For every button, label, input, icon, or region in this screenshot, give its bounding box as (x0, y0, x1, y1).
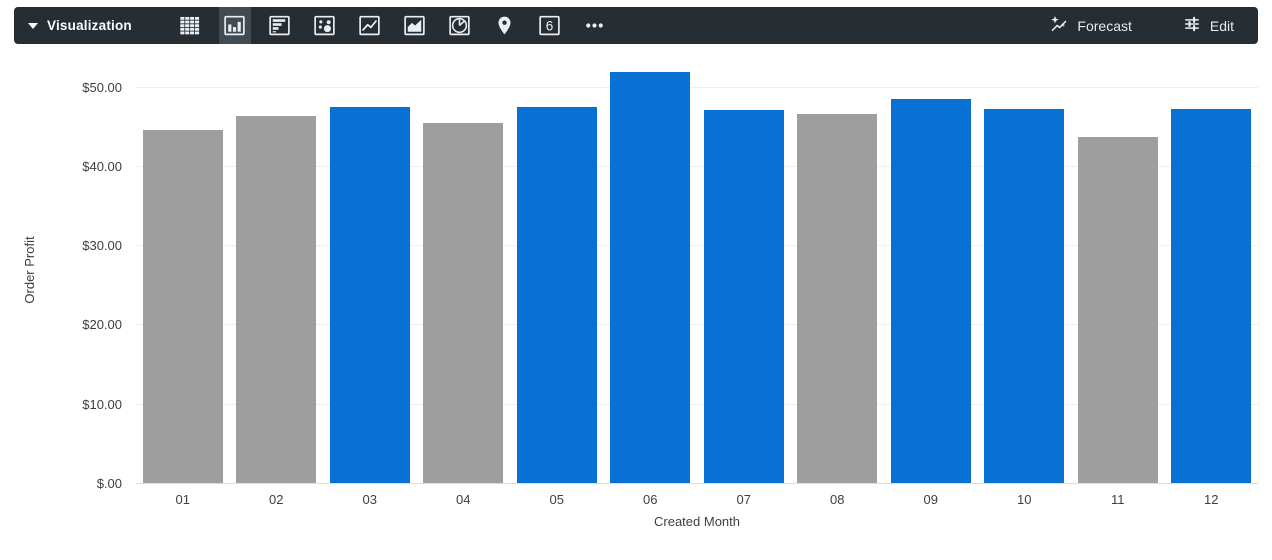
y-tick-label-40: $40.00 (82, 158, 122, 174)
chart-type-column-button[interactable] (218, 7, 251, 44)
y-tick-label-0: $.00 (96, 476, 122, 491)
visualization-toolbar: Visualization 6 Forecast Edit (14, 7, 1258, 44)
chart-type-table-button[interactable] (174, 7, 206, 44)
bar-month-07[interactable] (703, 109, 784, 483)
x-tick-label-01: 01 (175, 492, 190, 507)
chart-type-more-button[interactable] (579, 7, 611, 44)
bar-month-08[interactable] (797, 113, 878, 483)
x-tick-label-02: 02 (269, 492, 284, 507)
chart-type-single-value-button[interactable]: 6 (534, 7, 566, 44)
bar-slot-06 (604, 55, 698, 483)
forecast-button[interactable]: Forecast (1043, 13, 1137, 38)
bar-slot-03 (323, 55, 417, 483)
chart-type-line-button[interactable] (354, 7, 386, 44)
visualization-section-toggle[interactable]: Visualization (14, 7, 146, 44)
bar-month-11[interactable] (1077, 137, 1158, 483)
bar-slot-12 (1165, 55, 1259, 483)
gridline-20 (136, 324, 1258, 326)
edit-button-label: Edit (1209, 17, 1234, 34)
single-value-chart-icon: 6 (537, 13, 562, 38)
y-tick-label-20: $20.00 (82, 317, 122, 333)
chart-type-scatter-button[interactable] (309, 7, 341, 44)
area-chart-icon (402, 13, 427, 38)
toolbar-right-tools: Forecast Edit (1043, 13, 1258, 38)
forecast-button-label: Forecast (1077, 17, 1132, 34)
y-tick-label-30: $30.00 (82, 238, 122, 254)
bar-month-12[interactable] (1171, 108, 1252, 483)
bar-month-10[interactable] (984, 108, 1065, 483)
gridline-10 (136, 403, 1258, 405)
x-tick-label-12: 12 (1204, 492, 1219, 507)
x-tick-label-08: 08 (830, 492, 845, 507)
chart-type-pie-button[interactable] (444, 7, 476, 44)
bar-month-02[interactable] (236, 116, 317, 483)
chart-type-switcher: 6 (174, 7, 611, 44)
line-chart-icon (357, 13, 382, 38)
y-tick-label-50: $50.00 (82, 79, 122, 95)
bar-slot-08 (791, 55, 885, 483)
x-tick-label-11: 11 (1111, 492, 1125, 507)
forecast-sparkline-icon (1049, 14, 1069, 37)
bar-month-01[interactable] (142, 130, 223, 483)
bar-month-09[interactable] (890, 99, 971, 483)
map-chart-icon (492, 13, 517, 38)
bar-month-03[interactable] (329, 106, 410, 483)
gridline-40 (136, 165, 1258, 167)
bar-slot-07 (697, 55, 791, 483)
x-tick-label-05: 05 (549, 492, 564, 507)
bar-month-05[interactable] (516, 107, 597, 483)
chart-type-area-button[interactable] (399, 7, 431, 44)
bar-slot-01 (136, 55, 230, 483)
toolbar-title: Visualization (47, 18, 132, 33)
x-tick-label-04: 04 (456, 492, 471, 507)
bar-slot-09 (884, 55, 978, 483)
chevron-down-icon (28, 22, 38, 29)
bar-series (136, 55, 1258, 483)
x-axis-title: Created Month (654, 514, 740, 529)
bar-slot-11 (1071, 55, 1165, 483)
gridline-50 (136, 86, 1258, 88)
y-tick-label-10: $10.00 (82, 396, 122, 412)
bar-slot-10 (978, 55, 1072, 483)
bar-chart-icon (267, 13, 292, 38)
x-tick-label-09: 09 (923, 492, 938, 507)
x-tick-label-03: 03 (362, 492, 377, 507)
edit-button[interactable]: Edit (1176, 13, 1240, 38)
bar-slot-05 (510, 55, 604, 483)
bar-month-04[interactable] (423, 123, 504, 483)
bar-month-06[interactable] (610, 71, 691, 483)
x-axis-tick-labels: 01 02 03 04 05 06 07 08 09 10 11 12 (136, 492, 1258, 507)
pie-chart-icon (447, 13, 472, 38)
more-chart-icon (582, 13, 607, 38)
table-chart-icon (177, 13, 202, 38)
bar-slot-02 (230, 55, 324, 483)
bar-slot-04 (417, 55, 511, 483)
tune-sliders-icon (1182, 14, 1202, 37)
x-tick-label-06: 06 (643, 492, 658, 507)
svg-text:6: 6 (546, 18, 554, 33)
column-chart-icon (222, 13, 247, 38)
chart-type-bar-button[interactable] (264, 7, 296, 44)
scatter-chart-icon (312, 13, 337, 38)
gridline-0 (136, 483, 1258, 484)
x-tick-label-07: 07 (736, 492, 751, 507)
x-tick-label-10: 10 (1017, 492, 1032, 507)
bar-chart-plot-area (136, 56, 1258, 484)
gridline-30 (136, 245, 1258, 247)
chart-type-map-button[interactable] (489, 7, 521, 44)
